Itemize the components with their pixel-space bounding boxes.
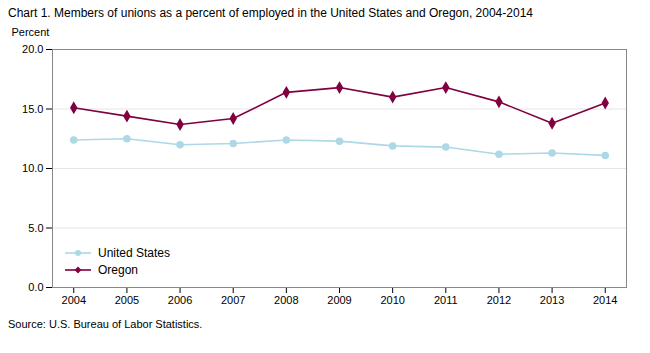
svg-text:2006: 2006	[168, 294, 192, 306]
svg-text:2008: 2008	[274, 294, 298, 306]
html-text:Chart 1. Members of unions as: Chart 1. Members of unions as a percent …	[8, 6, 533, 20]
svg-text:2013: 2013	[540, 294, 564, 306]
html-text:Source: U.S. Bureau of Labor S: Source: U.S. Bureau of Labor Statistics.	[8, 318, 203, 330]
svg-text:20.0: 20.0	[22, 43, 43, 55]
svg-text:2004: 2004	[62, 294, 86, 306]
svg-text:2014: 2014	[593, 294, 617, 306]
svg-text:Percent: Percent	[12, 26, 50, 38]
svg-text:2010: 2010	[380, 294, 404, 306]
svg-text:2009: 2009	[327, 294, 351, 306]
html-text:Oregon: Oregon	[98, 263, 138, 277]
svg-text:15.0: 15.0	[22, 103, 43, 115]
html-text:United States: United States	[98, 246, 170, 260]
svg-text:10.0: 10.0	[22, 162, 43, 174]
svg-text:5.0: 5.0	[28, 222, 43, 234]
svg-text:2011: 2011	[434, 294, 458, 306]
svg-text:2007: 2007	[221, 294, 245, 306]
svg-text:2012: 2012	[487, 294, 511, 306]
svg-text:2005: 2005	[115, 294, 139, 306]
svg-text:0.0: 0.0	[28, 281, 43, 293]
